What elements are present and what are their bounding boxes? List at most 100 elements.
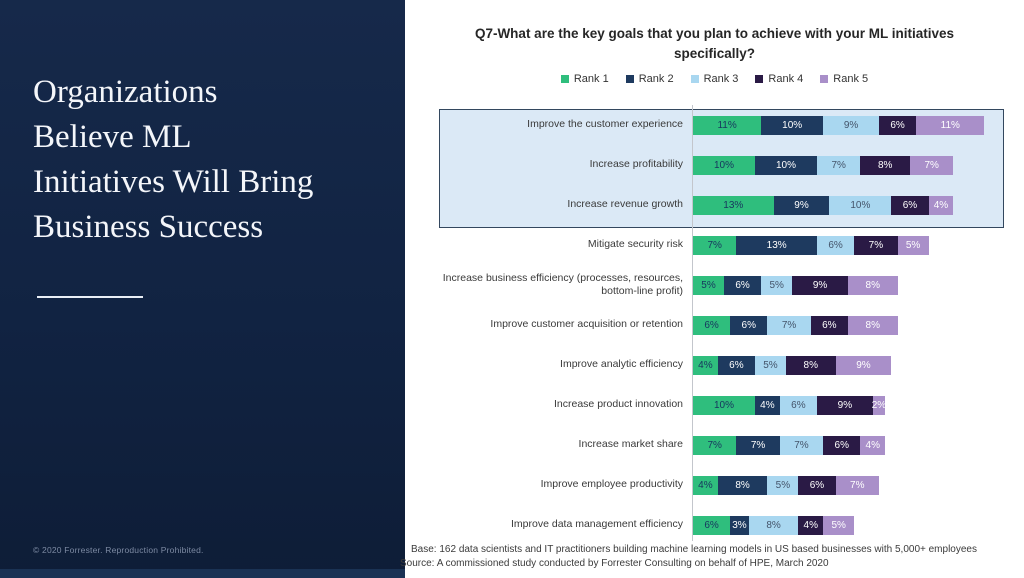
bar-segment: 8%	[847, 275, 898, 295]
stacked-bar: 7% 13% 6% 7% 5%	[693, 235, 929, 255]
bar-segment: 4%	[693, 475, 718, 495]
bar-segment: 6%	[779, 395, 817, 415]
bar-segment: 8%	[860, 155, 910, 175]
bar-segment: 9%	[823, 115, 879, 135]
bar-segment: 2%	[872, 395, 886, 415]
stacked-bar: 4% 6% 5% 8% 9%	[693, 355, 892, 375]
bar-segment: 5%	[823, 515, 855, 535]
chart-row: Mitigate security risk 7% 13% 6% 7% 5%	[405, 225, 1024, 265]
category-label: Increase profitability	[589, 158, 683, 171]
stacked-bar: 13% 9% 10% 6% 4%	[693, 195, 954, 215]
footnote: Base: 162 data scientists and IT practit…	[400, 543, 1022, 570]
chart-title: Q7-What are the key goals that you plan …	[405, 24, 1024, 65]
bar-segment: 10%	[755, 155, 817, 175]
bar-segment: 13%	[736, 235, 817, 255]
bar-segment: 6%	[810, 315, 848, 335]
panel-bottom-band	[0, 569, 405, 578]
left-panel: Organizations Believe ML Initiatives Will …	[0, 0, 405, 578]
stacked-bar: 7% 7% 7% 6% 4%	[693, 435, 886, 455]
bar-segment: 5%	[754, 355, 786, 375]
copyright-text: © 2020 Forrester. Reproduction Prohibite…	[33, 545, 204, 555]
category-label: Improve analytic efficiency	[560, 358, 683, 371]
category-label: Improve employee productivity	[540, 478, 683, 491]
legend-swatch-icon	[560, 75, 569, 83]
bar-segment: 10%	[693, 155, 755, 175]
slide-title-line: Believe ML	[33, 118, 192, 155]
legend-swatch-icon	[625, 75, 634, 83]
legend-swatch-icon	[820, 75, 829, 83]
bar-segment: 9%	[816, 395, 873, 415]
bar-segment: 6%	[730, 315, 768, 335]
stacked-bar: 6% 6% 7% 6% 8%	[693, 315, 898, 335]
bar-segment: 6%	[798, 475, 836, 495]
chart-legend: Rank 1 Rank 2 Rank 3 Rank 4 Rank 5	[405, 73, 1024, 85]
bar-segment: 8%	[847, 315, 898, 335]
legend-item: Rank 5	[820, 73, 868, 85]
stacked-bar: 10% 4% 6% 9% 2%	[693, 395, 886, 415]
category-label: Improve data management efficiency	[511, 518, 683, 531]
bar-rows: Improve the customer experience 11% 10% 9% 6…	[405, 105, 1024, 545]
bar-segment: 6%	[891, 195, 929, 215]
chart-row: Improve analytic efficiency 4% 6% 5% 8% 9%	[405, 345, 1024, 385]
title-underline	[37, 296, 143, 298]
bar-segment: 4%	[755, 395, 780, 415]
stacked-bar: 11% 10% 9% 6% 11%	[693, 115, 985, 135]
category-label: Increase revenue growth	[567, 198, 683, 211]
chart-row: Improve the customer experience 11% 10% 9% 6…	[405, 105, 1024, 145]
bar-segment: 7%	[909, 155, 954, 175]
chart-row: Increase business efficiency (processes,…	[405, 265, 1024, 305]
slide-title-line: Business Success	[33, 208, 264, 245]
bar-segment: 6%	[816, 235, 855, 255]
legend-swatch-icon	[755, 75, 764, 83]
bar-segment: 7%	[693, 435, 737, 455]
bar-segment: 6%	[878, 115, 917, 135]
legend-item: Rank 3	[690, 73, 739, 85]
category-label: Increase market share	[578, 438, 683, 451]
legend-label: Rank 3	[703, 73, 739, 85]
bar-segment: 5%	[767, 475, 799, 495]
bar-segment: 4%	[693, 355, 718, 375]
bar-segment: 8%	[748, 515, 799, 535]
bar-segment: 8%	[785, 355, 836, 375]
bar-segment: 7%	[693, 235, 737, 255]
bar-segment: 9%	[773, 195, 830, 215]
bar-segment: 7%	[736, 435, 780, 455]
bar-segment: 8%	[717, 475, 768, 495]
stacked-bar: 4% 8% 5% 6% 7%	[693, 475, 879, 495]
category-label: Improve the customer experience	[527, 118, 683, 131]
legend-swatch-icon	[690, 75, 699, 83]
chart-title-line: specifically?	[673, 46, 756, 62]
bar-segment: 5%	[897, 235, 929, 255]
bar-segment: 4%	[798, 515, 824, 535]
chart-row: Increase product innovation 10% 4% 6% 9% 2%	[405, 385, 1024, 425]
bar-segment: 4%	[928, 195, 954, 215]
slide-title-line: Initiatives Will Bring	[33, 163, 314, 200]
bar-segment: 6%	[693, 315, 731, 335]
chart-row: Improve data management efficiency 6% 3% 8%…	[405, 505, 1024, 545]
bar-segment: 7%	[854, 235, 898, 255]
chart-row: Increase revenue growth 13% 9% 10% 6% 4%	[405, 185, 1024, 225]
chart-row: Improve customer acquisition or retentio…	[405, 305, 1024, 345]
category-label: Improve customer acquisition or retentio…	[490, 318, 683, 331]
legend-item: Rank 4	[755, 73, 803, 85]
legend-item: Rank 2	[625, 73, 674, 85]
slide-title: Organizations Believe ML Initiatives Will …	[33, 70, 385, 250]
chart-row: Improve employee productivity 4% 8% 5% 6% 7%	[405, 465, 1024, 505]
bar-segment: 7%	[767, 315, 811, 335]
bar-segment: 7%	[835, 475, 879, 495]
bar-segment: 11%	[693, 115, 762, 135]
stacked-bar: 5% 6% 5% 9% 8%	[693, 275, 898, 295]
bar-segment: 6%	[724, 275, 762, 295]
stacked-bar: 10% 10% 7% 8% 7%	[693, 155, 954, 175]
legend-label: Rank 1	[573, 73, 609, 85]
bar-segment: 7%	[817, 155, 861, 175]
legend-label: Rank 5	[833, 73, 869, 85]
bar-segment: 6%	[717, 355, 755, 375]
chart-row: Increase profitability 10% 10% 7% 8% 7%	[405, 145, 1024, 185]
legend-item: Rank 1	[560, 73, 609, 85]
category-label: Increase business efficiency (processes,…	[442, 271, 683, 297]
legend-label: Rank 2	[638, 73, 674, 85]
bar-segment: 6%	[823, 435, 861, 455]
bar-segment: 7%	[779, 435, 824, 455]
